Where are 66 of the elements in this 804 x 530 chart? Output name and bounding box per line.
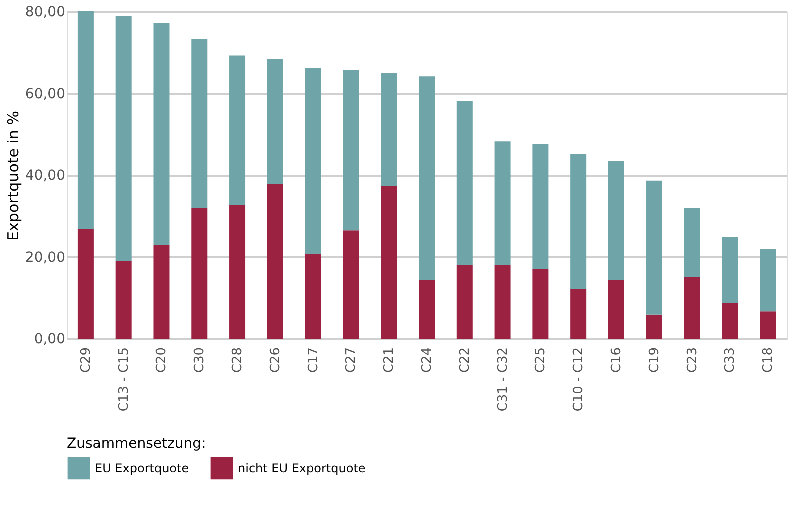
x-tick-label: C19 (647, 348, 662, 374)
legend-label: EU Exportquote (95, 461, 190, 476)
x-tick-label: C16 (609, 348, 624, 374)
bar (381, 186, 398, 339)
x-tick-label: C25 (534, 348, 549, 374)
bar (570, 154, 587, 290)
legend-title: Zusammensetzung: (67, 436, 206, 452)
bar (494, 142, 511, 266)
x-tick-label: C29 (78, 348, 94, 374)
bar (456, 265, 473, 339)
x-tick-label: C22 (458, 348, 473, 374)
bar (456, 102, 473, 266)
bar (267, 59, 284, 184)
bar (760, 249, 776, 312)
x-tick-label: C31 - C32 (496, 348, 511, 412)
bar (760, 312, 776, 339)
bar (722, 303, 738, 339)
bar (419, 76, 435, 280)
bar (230, 56, 246, 206)
bar (78, 11, 94, 230)
y-tick-label: 20,00 (25, 250, 66, 266)
x-tick-label: C17 (306, 348, 322, 374)
x-tick-label: C24 (420, 348, 435, 374)
bar (192, 208, 208, 339)
bar (646, 180, 662, 315)
bar (230, 205, 246, 339)
bar (116, 16, 132, 262)
y-tick-label: 80,00 (25, 4, 66, 20)
bar (722, 237, 738, 304)
bar (305, 254, 322, 339)
bar (570, 289, 587, 339)
x-tick-label: C33 (723, 348, 738, 374)
bar (343, 230, 360, 339)
bar (494, 265, 511, 339)
bar (343, 70, 360, 231)
bar (154, 23, 170, 246)
bar (646, 314, 662, 339)
legend-label: nicht EU Exportquote (238, 461, 366, 476)
x-tick-label: C26 (268, 348, 284, 374)
bar (192, 39, 208, 208)
x-tick-label: C10 - C12 (572, 348, 587, 412)
x-tick-label: C28 (230, 348, 246, 374)
bar (684, 277, 700, 339)
bar (267, 184, 284, 339)
bar (608, 280, 624, 339)
bar (78, 229, 94, 339)
x-tick-label: C30 (192, 348, 208, 374)
x-tick-label: C20 (154, 348, 170, 374)
bar (532, 270, 549, 339)
y-axis-title: Exportquote in % (4, 111, 22, 241)
y-tick-label: 60,00 (25, 86, 66, 102)
x-tick-label: C21 (382, 348, 398, 374)
bar (684, 208, 700, 278)
bar (608, 161, 624, 281)
x-tick-label: C23 (685, 348, 700, 374)
bar (154, 245, 170, 339)
bar (381, 73, 398, 186)
bar (532, 144, 549, 270)
y-tick-label: 40,00 (25, 168, 66, 184)
x-tick-label: C18 (761, 348, 776, 374)
y-tick-label: 0,00 (34, 332, 66, 348)
x-tick-label: C13 - C15 (116, 348, 132, 412)
bar (116, 261, 132, 339)
bar (305, 68, 322, 254)
x-tick-label: C27 (344, 348, 360, 374)
bar (419, 280, 435, 339)
